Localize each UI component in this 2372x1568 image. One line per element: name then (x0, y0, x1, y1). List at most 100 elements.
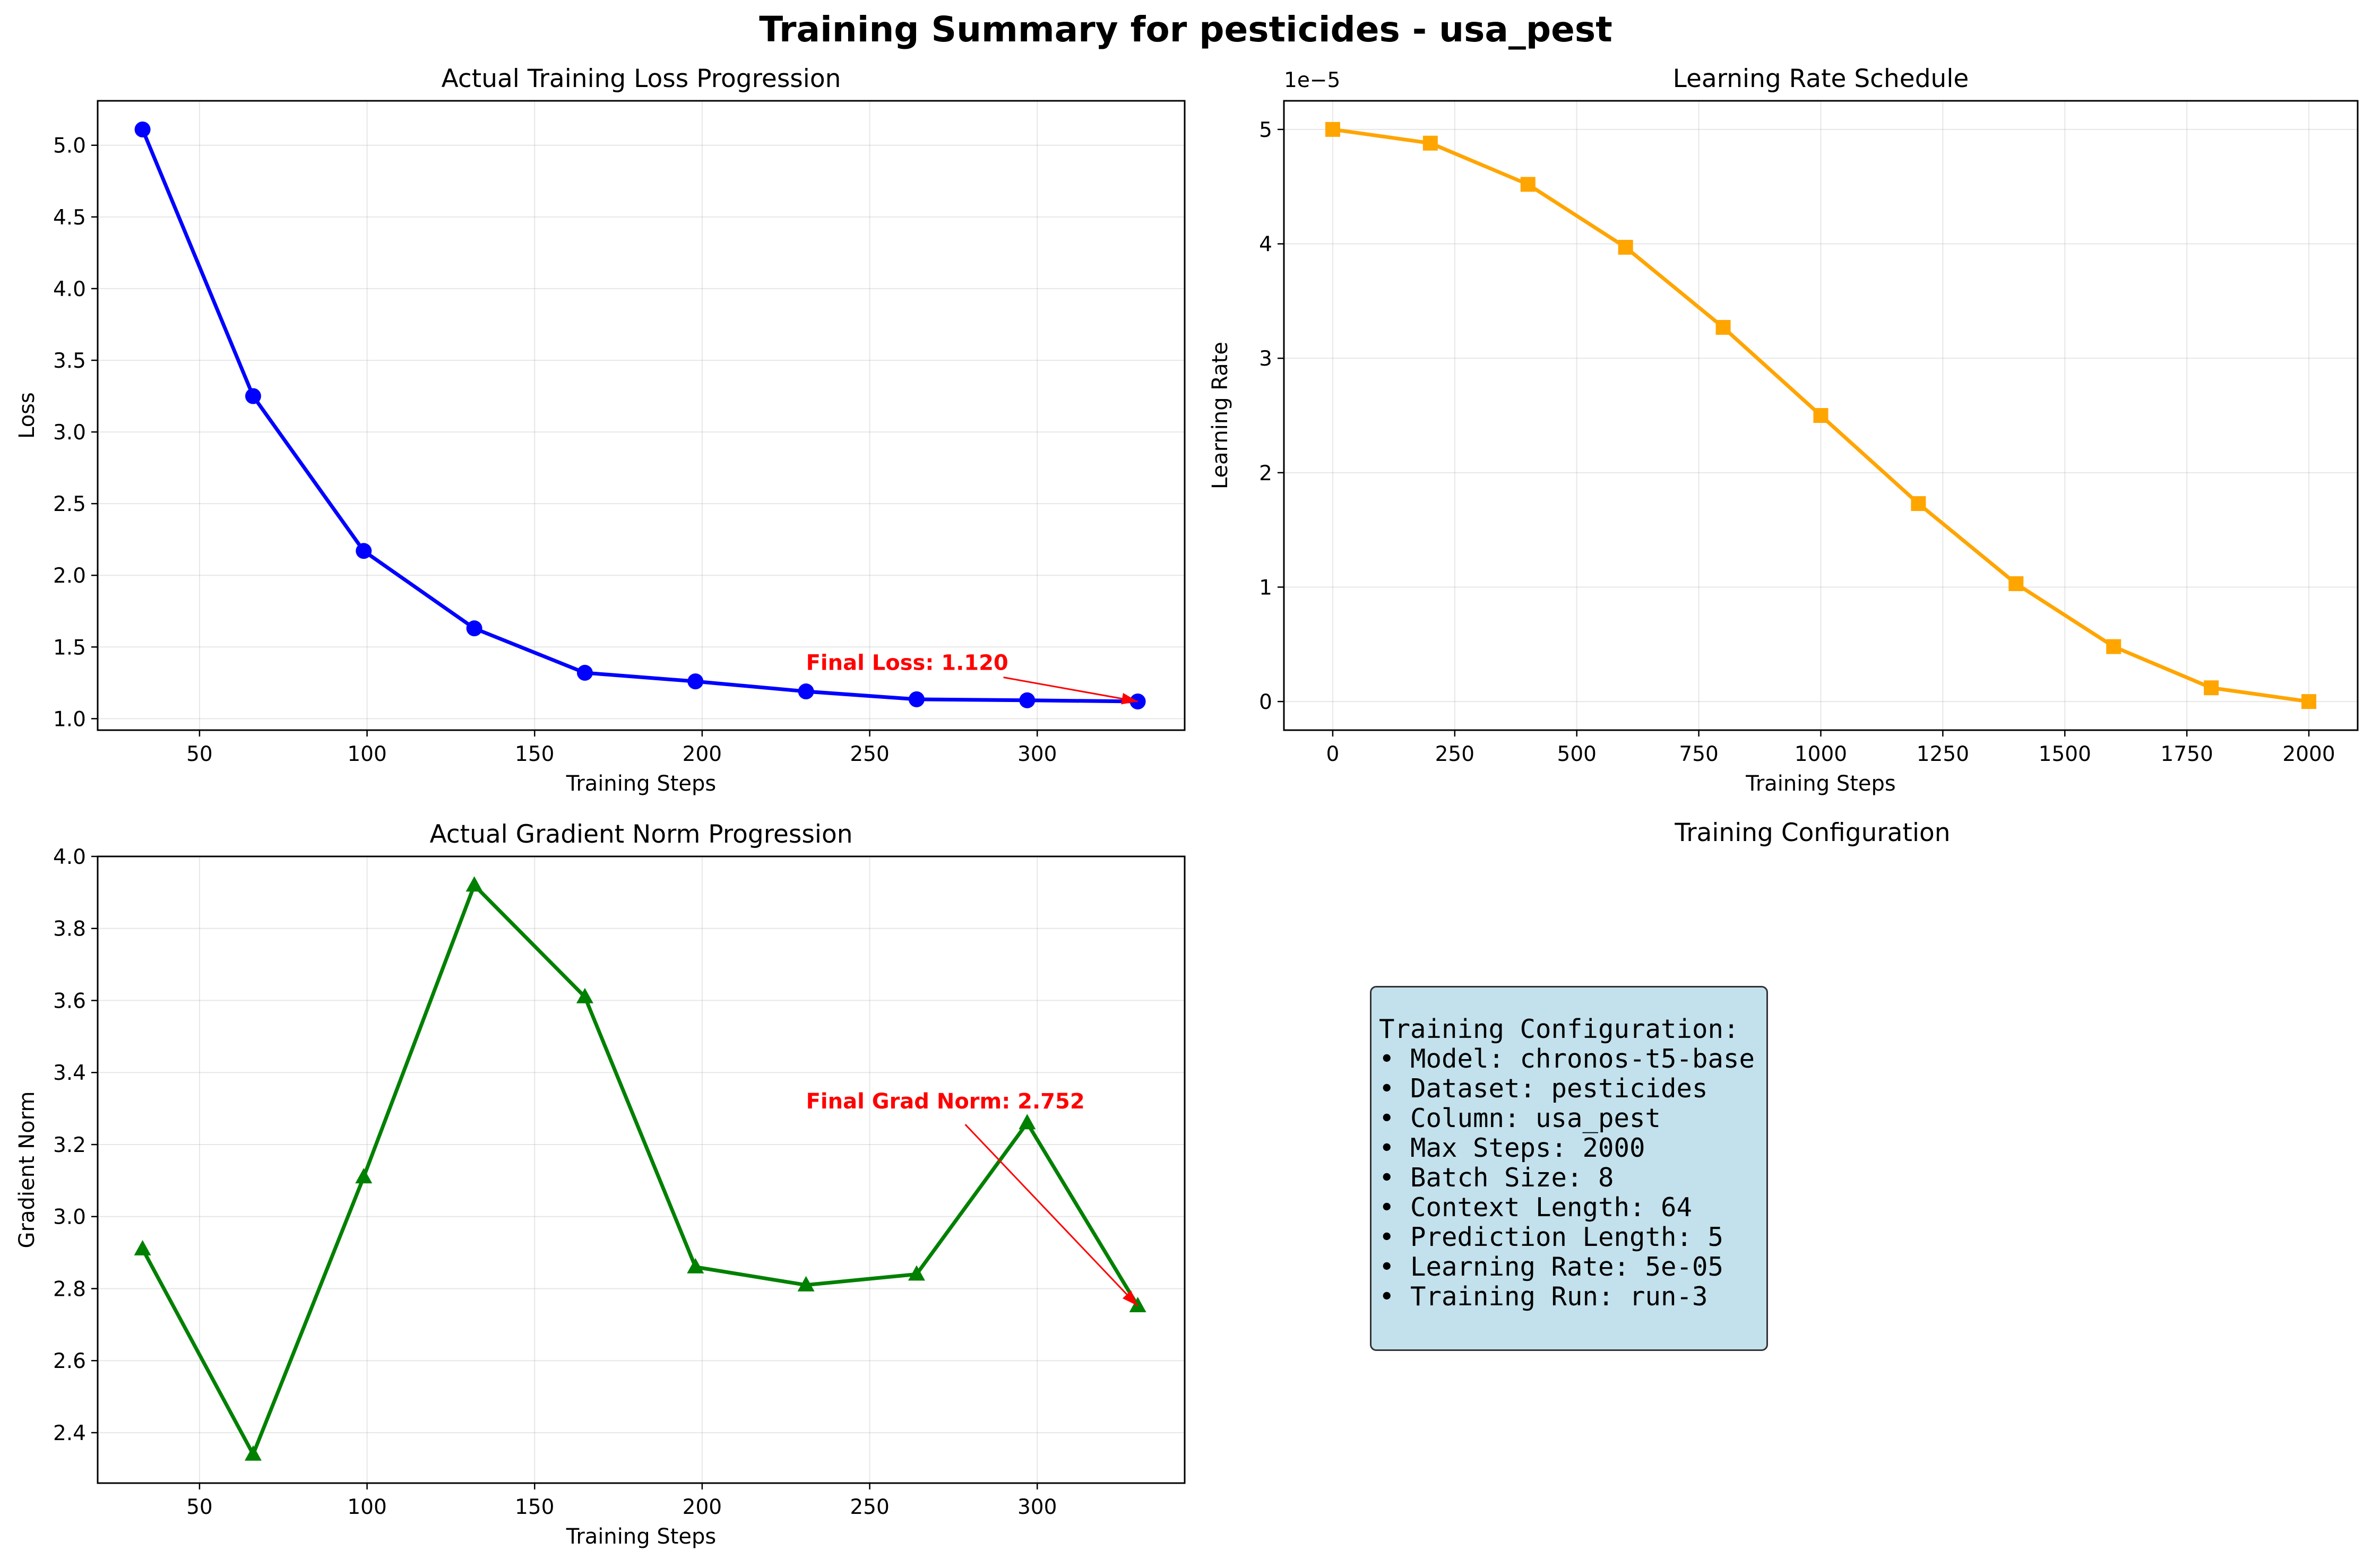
y-tick-label: 1 (1259, 576, 1272, 600)
x-tick-label: 250 (850, 1495, 889, 1519)
data-point (798, 683, 814, 700)
x-tick-label: 250 (850, 742, 889, 766)
plot-frame (97, 855, 1186, 1484)
y-tick-label: 5.0 (53, 134, 86, 158)
chart-title: Learning Rate Schedule (1673, 64, 1969, 93)
data-point (1422, 135, 1438, 151)
data-point (1520, 177, 1536, 192)
x-tick-label: 150 (515, 742, 554, 766)
y-tick-label: 4.0 (53, 278, 86, 301)
plot-frame (97, 100, 1186, 731)
x-tick-label: 1000 (1795, 742, 1847, 766)
x-tick-label: 1250 (1917, 742, 1969, 766)
chart-3: 50 100 150 200 250 300 2.4 2.6 2.8 3.0 3.2 3.4 3.6 3.… (15, 820, 1186, 1549)
y-axis-label: Loss (15, 392, 39, 439)
data-point (1325, 122, 1340, 137)
chart-2: 0 250 500 750 1000 1250 1500 1750 2000 0 1 2 3 4 5 Lear… (1208, 64, 2359, 796)
figure-title: Training Summary for pesticides - usa_pe… (759, 9, 1612, 50)
y-offset-label: 1e−5 (1284, 68, 1340, 92)
y-tick-label: 3.2 (53, 1133, 86, 1157)
y-tick-label: 3.6 (53, 989, 86, 1013)
y-tick-label: 2.8 (53, 1277, 86, 1301)
annotation-arrowhead (1122, 1290, 1138, 1306)
data-point (1019, 1114, 1036, 1130)
x-tick-label: 50 (186, 742, 213, 766)
x-tick-label: 1750 (2161, 742, 2213, 766)
config-line: • Context Length: 64 (1379, 1192, 1693, 1223)
data-point (2106, 639, 2121, 654)
config-line: • Learning Rate: 5e-05 (1379, 1252, 1724, 1282)
data-point (576, 987, 593, 1003)
data-point (466, 620, 482, 637)
y-axis-label: Learning Rate (1208, 342, 1232, 489)
y-tick-label: 3.4 (53, 1061, 86, 1085)
config-line: • Model: chronos-t5-base (1379, 1044, 1755, 1074)
y-tick-label: 5 (1259, 118, 1272, 142)
x-tick-label: 250 (1435, 742, 1474, 766)
y-tick-label: 2.6 (53, 1349, 86, 1373)
y-axis-label: Gradient Norm (15, 1091, 39, 1249)
y-tick-label: 2.4 (53, 1422, 86, 1445)
x-tick-label: 300 (1017, 742, 1057, 766)
data-point (245, 388, 261, 404)
config-line: • Prediction Length: 5 (1379, 1222, 1724, 1252)
config-panel-title: Training Configuration (1674, 818, 1950, 847)
data-point (1019, 692, 1036, 708)
data-point (134, 122, 151, 138)
data-point (2204, 680, 2219, 696)
y-tick-label: 1.0 (53, 707, 86, 731)
x-tick-label: 50 (186, 1495, 213, 1519)
data-point (576, 664, 593, 681)
y-tick-label: 3.0 (53, 421, 86, 445)
y-tick-label: 4 (1259, 233, 1272, 257)
x-tick-label: 2000 (2282, 742, 2335, 766)
annotation-label: Final Grad Norm: 2.752 (806, 1089, 1085, 1114)
config-line: • Max Steps: 2000 (1379, 1133, 1645, 1163)
x-tick-label: 150 (515, 1495, 554, 1519)
series-line (141, 128, 1138, 704)
x-axis-label: Training Steps (566, 1524, 716, 1549)
x-tick-label: 1500 (2039, 742, 2091, 766)
x-tick-label: 200 (683, 1495, 722, 1519)
data-point (908, 1265, 925, 1281)
y-tick-label: 0 (1259, 690, 1272, 714)
data-point (244, 1445, 262, 1461)
x-tick-label: 0 (1326, 742, 1340, 766)
data-point (687, 1258, 704, 1274)
data-point (687, 673, 704, 690)
chart-title: Actual Training Loss Progression (442, 64, 841, 93)
x-tick-label: 300 (1017, 1495, 1057, 1519)
annotation-label: Final Loss: 1.120 (806, 651, 1008, 675)
config-line: • Dataset: pesticides (1379, 1073, 1708, 1104)
data-point (1129, 1297, 1146, 1313)
config-line: • Batch Size: 8 (1379, 1163, 1614, 1193)
data-point (1715, 319, 1731, 335)
chart-1: 50 100 150 200 250 300 1.0 1.5 2.0 2.5 3.0 3.5 4.0 4.… (15, 64, 1186, 796)
y-tick-label: 3.5 (53, 349, 86, 373)
x-axis-label: Training Steps (566, 772, 716, 796)
x-tick-label: 200 (683, 742, 722, 766)
y-tick-label: 2 (1259, 462, 1272, 486)
y-tick-label: 3.0 (53, 1206, 86, 1229)
y-tick-label: 1.5 (53, 636, 86, 660)
x-tick-label: 100 (347, 742, 386, 766)
data-point (1813, 408, 1828, 423)
data-point (2008, 576, 2024, 591)
annotation-arrowhead (1121, 692, 1138, 705)
config-line: • Training Run: run-3 (1379, 1281, 1708, 1312)
x-axis-label: Training Steps (1745, 772, 1895, 796)
data-point (797, 1276, 815, 1292)
y-tick-label: 3.8 (53, 917, 86, 941)
config-text: Training Configuration: • Model: chronos-… (1379, 1015, 1755, 1312)
x-tick-label: 750 (1679, 742, 1718, 766)
series-line (141, 883, 1140, 1457)
data-point (2301, 694, 2317, 709)
x-tick-label: 500 (1557, 742, 1597, 766)
data-point (1911, 496, 1926, 512)
config-line: Training Configuration: (1379, 1014, 1739, 1044)
y-tick-label: 4.0 (53, 845, 86, 869)
plot-frame (1283, 100, 2359, 731)
annotation-arrow (964, 1124, 1138, 1307)
config-line: • Column: usa_pest (1379, 1103, 1661, 1133)
